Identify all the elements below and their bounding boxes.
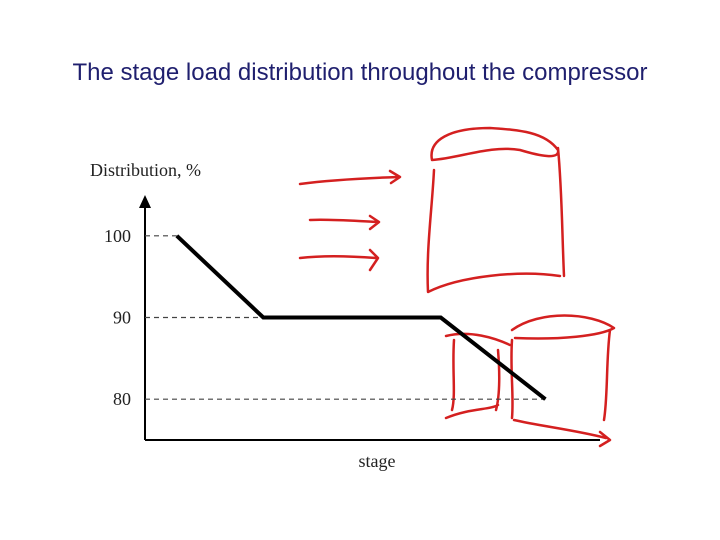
hand-drawn-shape <box>444 332 512 420</box>
hand-drawn-shape <box>426 126 566 294</box>
y-axis-arrow <box>139 195 151 208</box>
arrow <box>308 214 381 231</box>
hand-drawn-shape <box>510 314 616 448</box>
chart-title: The stage load distribution throughout t… <box>72 59 648 86</box>
arrow <box>298 169 402 186</box>
x-axis-label: stage <box>359 451 396 471</box>
y-tick-label: 100 <box>104 226 131 246</box>
annotations <box>298 126 616 448</box>
y-tick-label: 90 <box>113 308 131 328</box>
y-axis-label: Distribution, % <box>90 160 201 180</box>
data-line <box>175 234 547 401</box>
arrow <box>298 248 380 272</box>
y-tick-label: 80 <box>113 389 131 409</box>
